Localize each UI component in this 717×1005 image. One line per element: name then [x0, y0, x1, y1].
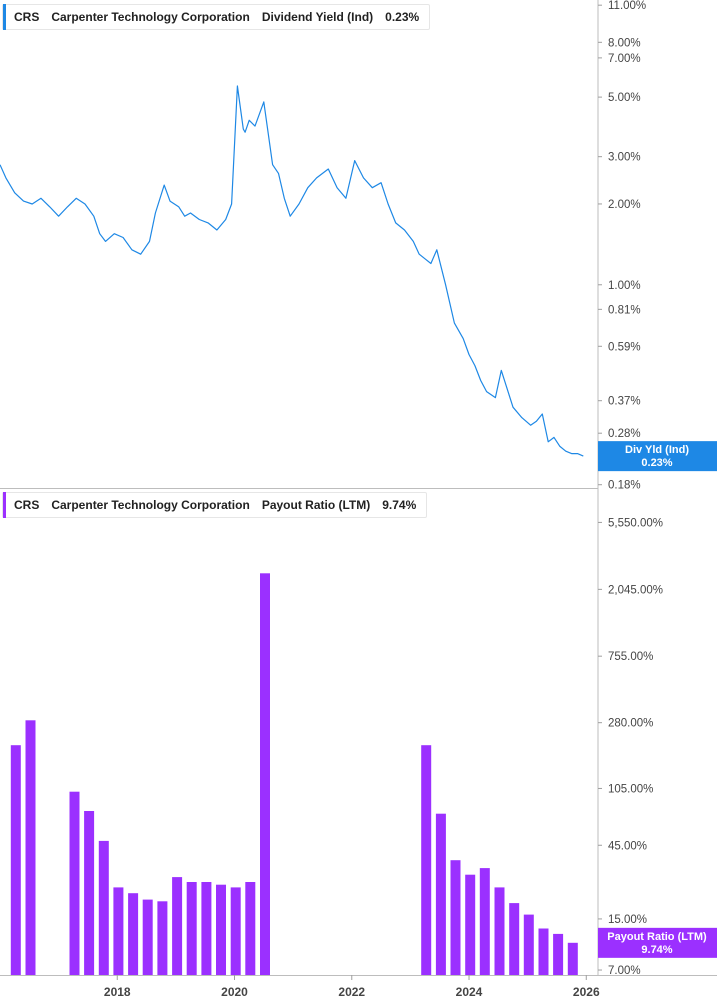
payout-bar	[216, 884, 226, 975]
payout-bar	[479, 868, 490, 975]
payout-bar	[157, 901, 168, 975]
payout-bar	[465, 874, 476, 975]
legend-value: 0.23%	[385, 10, 420, 24]
series-swatch-payout-ratio	[3, 492, 6, 518]
y-tick-label: 3.00%	[608, 152, 641, 164]
value-badge	[598, 927, 717, 958]
value-badge-value: 9.74%	[641, 944, 672, 956]
payout-bar	[435, 813, 446, 975]
y-tick-label: 2.00%	[608, 199, 641, 211]
payout-bar	[201, 882, 212, 975]
y-tick-label: 15.00%	[608, 914, 647, 926]
value-badge-value: 0.23%	[641, 457, 672, 469]
payout-bar	[69, 791, 80, 975]
value-badge-label: Div Yld (Ind)	[625, 444, 689, 456]
y-tick-label: 11.00%	[608, 0, 646, 12]
x-tick-label: 2022	[338, 985, 365, 999]
y-tick-label: 45.00%	[608, 840, 647, 852]
payout-bar	[523, 914, 534, 975]
series-swatch-dividend-yield	[3, 4, 6, 30]
x-tick-label: 2024	[456, 985, 483, 999]
payout-bar	[421, 745, 432, 975]
y-tick-label: 0.37%	[608, 396, 641, 408]
payout-bar	[567, 942, 578, 975]
payout-bar	[142, 899, 153, 975]
payout-bar	[450, 860, 461, 975]
y-tick-label: 2,045.00%	[608, 584, 663, 596]
payout-bar	[260, 573, 270, 975]
y-tick-label: 0.28%	[608, 428, 641, 440]
y-tick-label: 1.00%	[608, 280, 641, 292]
y-tick-label: 5.00%	[608, 92, 641, 104]
legend-bottom: CRS Carpenter Technology Corporation Pay…	[2, 492, 428, 518]
legend-metric: Payout Ratio (LTM)	[261, 498, 371, 512]
payout-bar	[84, 811, 95, 975]
y-tick-label: 7.00%	[608, 53, 641, 65]
legend-value: 9.74%	[382, 498, 417, 512]
y-tick-label: 755.00%	[608, 651, 653, 663]
value-badge	[598, 441, 717, 472]
payout-bar	[186, 882, 197, 975]
legend-metric: Dividend Yield (Ind)	[261, 10, 374, 24]
dividend-yield-line	[0, 85, 584, 457]
payout-bar	[553, 933, 564, 975]
x-tick-label: 2026	[573, 985, 600, 999]
payout-bar	[509, 903, 520, 975]
payout-bar	[98, 840, 109, 975]
y-tick-label: 105.00%	[608, 783, 653, 795]
payout-bar	[25, 720, 36, 975]
payout-bar	[10, 745, 21, 975]
legend-top: CRS Carpenter Technology Corporation Div…	[2, 4, 431, 30]
x-tick-label: 2020	[221, 985, 248, 999]
y-tick-label: 280.00%	[608, 718, 653, 730]
payout-bar	[538, 928, 549, 975]
legend-ticker: CRS	[14, 10, 40, 24]
value-badge-label: Payout Ratio (LTM)	[607, 931, 707, 943]
x-tick-label: 2018	[104, 985, 131, 999]
legend-company: Carpenter Technology Corporation	[51, 498, 250, 512]
payout-bar	[494, 887, 505, 975]
payout-bar	[172, 877, 183, 975]
y-tick-label: 7.00%	[608, 965, 641, 977]
payout-bar	[113, 887, 124, 975]
y-tick-label: 8.00%	[608, 37, 641, 49]
y-tick-label: 0.18%	[608, 480, 641, 492]
payout-bar	[128, 893, 139, 975]
payout-bar	[245, 882, 256, 975]
legend-company: Carpenter Technology Corporation	[51, 10, 250, 24]
y-tick-label: 0.59%	[608, 341, 641, 353]
payout-bar	[230, 887, 241, 975]
legend-ticker: CRS	[14, 498, 40, 512]
y-tick-label: 5,550.00%	[608, 517, 663, 529]
y-tick-label: 0.81%	[608, 304, 641, 316]
